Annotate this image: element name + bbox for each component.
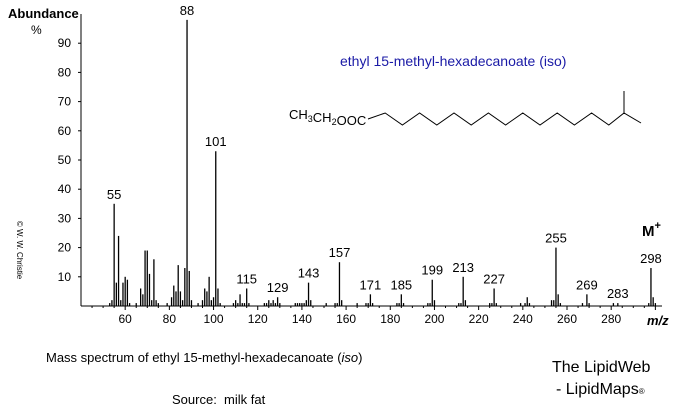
registered-mark: ® [638, 387, 645, 396]
peak-label-227: 227 [483, 271, 505, 286]
peak-label-55: 55 [107, 187, 121, 202]
copyright-label: © W. W. Christie [15, 221, 24, 280]
x-tick-label: 80 [163, 312, 177, 326]
figure-caption: Mass spectrum of ethyl 15-methyl-hexadec… [46, 350, 363, 365]
brand-line-2: - LipidMaps® [556, 381, 645, 399]
x-tick-label: 280 [601, 312, 621, 326]
molecular-ion-label: M+ [642, 220, 661, 240]
x-tick-label: 60 [119, 312, 133, 326]
peak-label-269: 269 [576, 277, 598, 292]
structure-chain [367, 112, 642, 126]
x-tick-label: 180 [380, 312, 400, 326]
y-axis-label: Abundance [8, 6, 79, 21]
peak-label-255: 255 [545, 231, 567, 246]
structure-label: CH3CH2OOC [289, 107, 366, 128]
peak-label-213: 213 [452, 260, 474, 275]
x-tick-label: 160 [336, 312, 356, 326]
peak-label-115: 115 [236, 271, 257, 286]
y-axis-unit: % [31, 23, 42, 37]
peak-label-171: 171 [360, 277, 382, 292]
peak-label-157: 157 [329, 245, 351, 260]
peak-label-101: 101 [205, 134, 227, 149]
source-line: Source: milk fat [172, 392, 265, 407]
peak-label-283: 283 [607, 286, 629, 301]
y-tick-label: 60 [58, 124, 72, 138]
y-tick-label: 80 [58, 65, 72, 79]
caption-suffix: ) [358, 350, 363, 365]
y-tick-label: 90 [58, 36, 72, 50]
y-tick-label: 10 [58, 270, 72, 284]
peak-label-129: 129 [267, 280, 289, 295]
y-tick-label: 70 [58, 95, 72, 109]
x-axis-label: m/z [647, 313, 669, 328]
y-tick-label: 40 [58, 182, 72, 196]
peak-label-185: 185 [390, 277, 412, 292]
brand-name: - LipidMaps [556, 381, 639, 398]
peak-label-298: 298 [640, 251, 662, 266]
peak-label-88: 88 [180, 3, 194, 18]
spectrum-peaks [109, 19, 657, 306]
source-value: milk fat [224, 392, 266, 407]
y-ticks: 10 20 30 40 50 60 70 80 90 [58, 36, 81, 284]
x-tick-label: 100 [204, 312, 224, 326]
source-label: Source: [172, 392, 217, 407]
caption-italic: iso [341, 350, 359, 365]
compound-name: ethyl 15-methyl-hexadecanoate (iso) [340, 53, 566, 69]
x-tick-label: 260 [557, 312, 577, 326]
y-tick-label: 30 [58, 211, 72, 225]
x-ticks: 60 80 100 120 140 160 180 200 220 240 260 280 [119, 312, 622, 326]
y-tick-label: 50 [58, 153, 72, 167]
brand-line-1: The LipidWeb [552, 359, 651, 376]
x-minor-ticks [91, 306, 656, 310]
peak-label-143: 143 [298, 266, 320, 281]
caption-prefix: Mass spectrum of ethyl 15-methyl-hexadec… [46, 350, 342, 365]
x-tick-label: 140 [292, 312, 312, 326]
y-tick-label: 20 [58, 241, 72, 255]
x-tick-label: 120 [248, 312, 268, 326]
peak-labels: 55 88 101 115 129 143 157 171 185 199 213 227 255 269… [107, 3, 662, 301]
x-tick-label: 240 [513, 312, 533, 326]
peak-label-199: 199 [421, 263, 443, 278]
x-tick-label: 200 [424, 312, 444, 326]
x-tick-label: 220 [469, 312, 489, 326]
